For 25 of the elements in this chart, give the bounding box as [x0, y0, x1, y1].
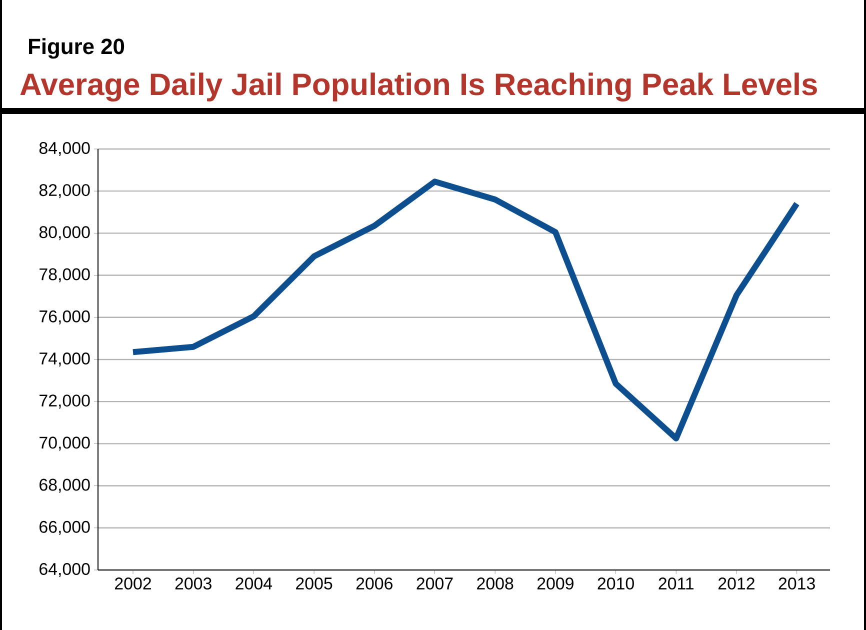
chart-title: Average Daily Jail Population Is Reaching Peak Levels — [20, 72, 817, 102]
x-tick-label: 2007 — [416, 578, 453, 590]
y-tick-label: 76,000 — [40, 310, 90, 324]
x-tick-label: 2011 — [658, 578, 694, 590]
y-tick-label: 82,000 — [39, 184, 90, 198]
y-tick-label: 78,000 — [40, 268, 90, 282]
x-tick-label: 2010 — [598, 578, 634, 590]
x-tick-label: 2012 — [718, 578, 754, 590]
x-tick-label: 2006 — [356, 578, 392, 590]
y-tick-label: 84,000 — [39, 142, 90, 156]
x-tick-label: 2002 — [115, 578, 151, 590]
y-tick-label: 68,000 — [40, 478, 90, 493]
y-tick-label: 80,000 — [39, 226, 90, 240]
y-tick-label: 72,000 — [40, 394, 90, 409]
x-tick-label: 2005 — [296, 578, 332, 590]
x-tick-label: 2013 — [778, 578, 815, 590]
y-tick-label: 64,000 — [40, 562, 90, 577]
x-tick-label: 2009 — [537, 578, 574, 590]
x-tick-label: 2003 — [175, 578, 212, 590]
y-tick-label: 74,000 — [40, 352, 90, 366]
y-tick-label: 70,000 — [40, 436, 90, 451]
y-tick-label: 66,000 — [40, 520, 90, 535]
x-tick-label: 2004 — [236, 578, 272, 590]
caption: Figure 20 — [28, 38, 124, 59]
x-tick-label: 2008 — [477, 578, 514, 590]
